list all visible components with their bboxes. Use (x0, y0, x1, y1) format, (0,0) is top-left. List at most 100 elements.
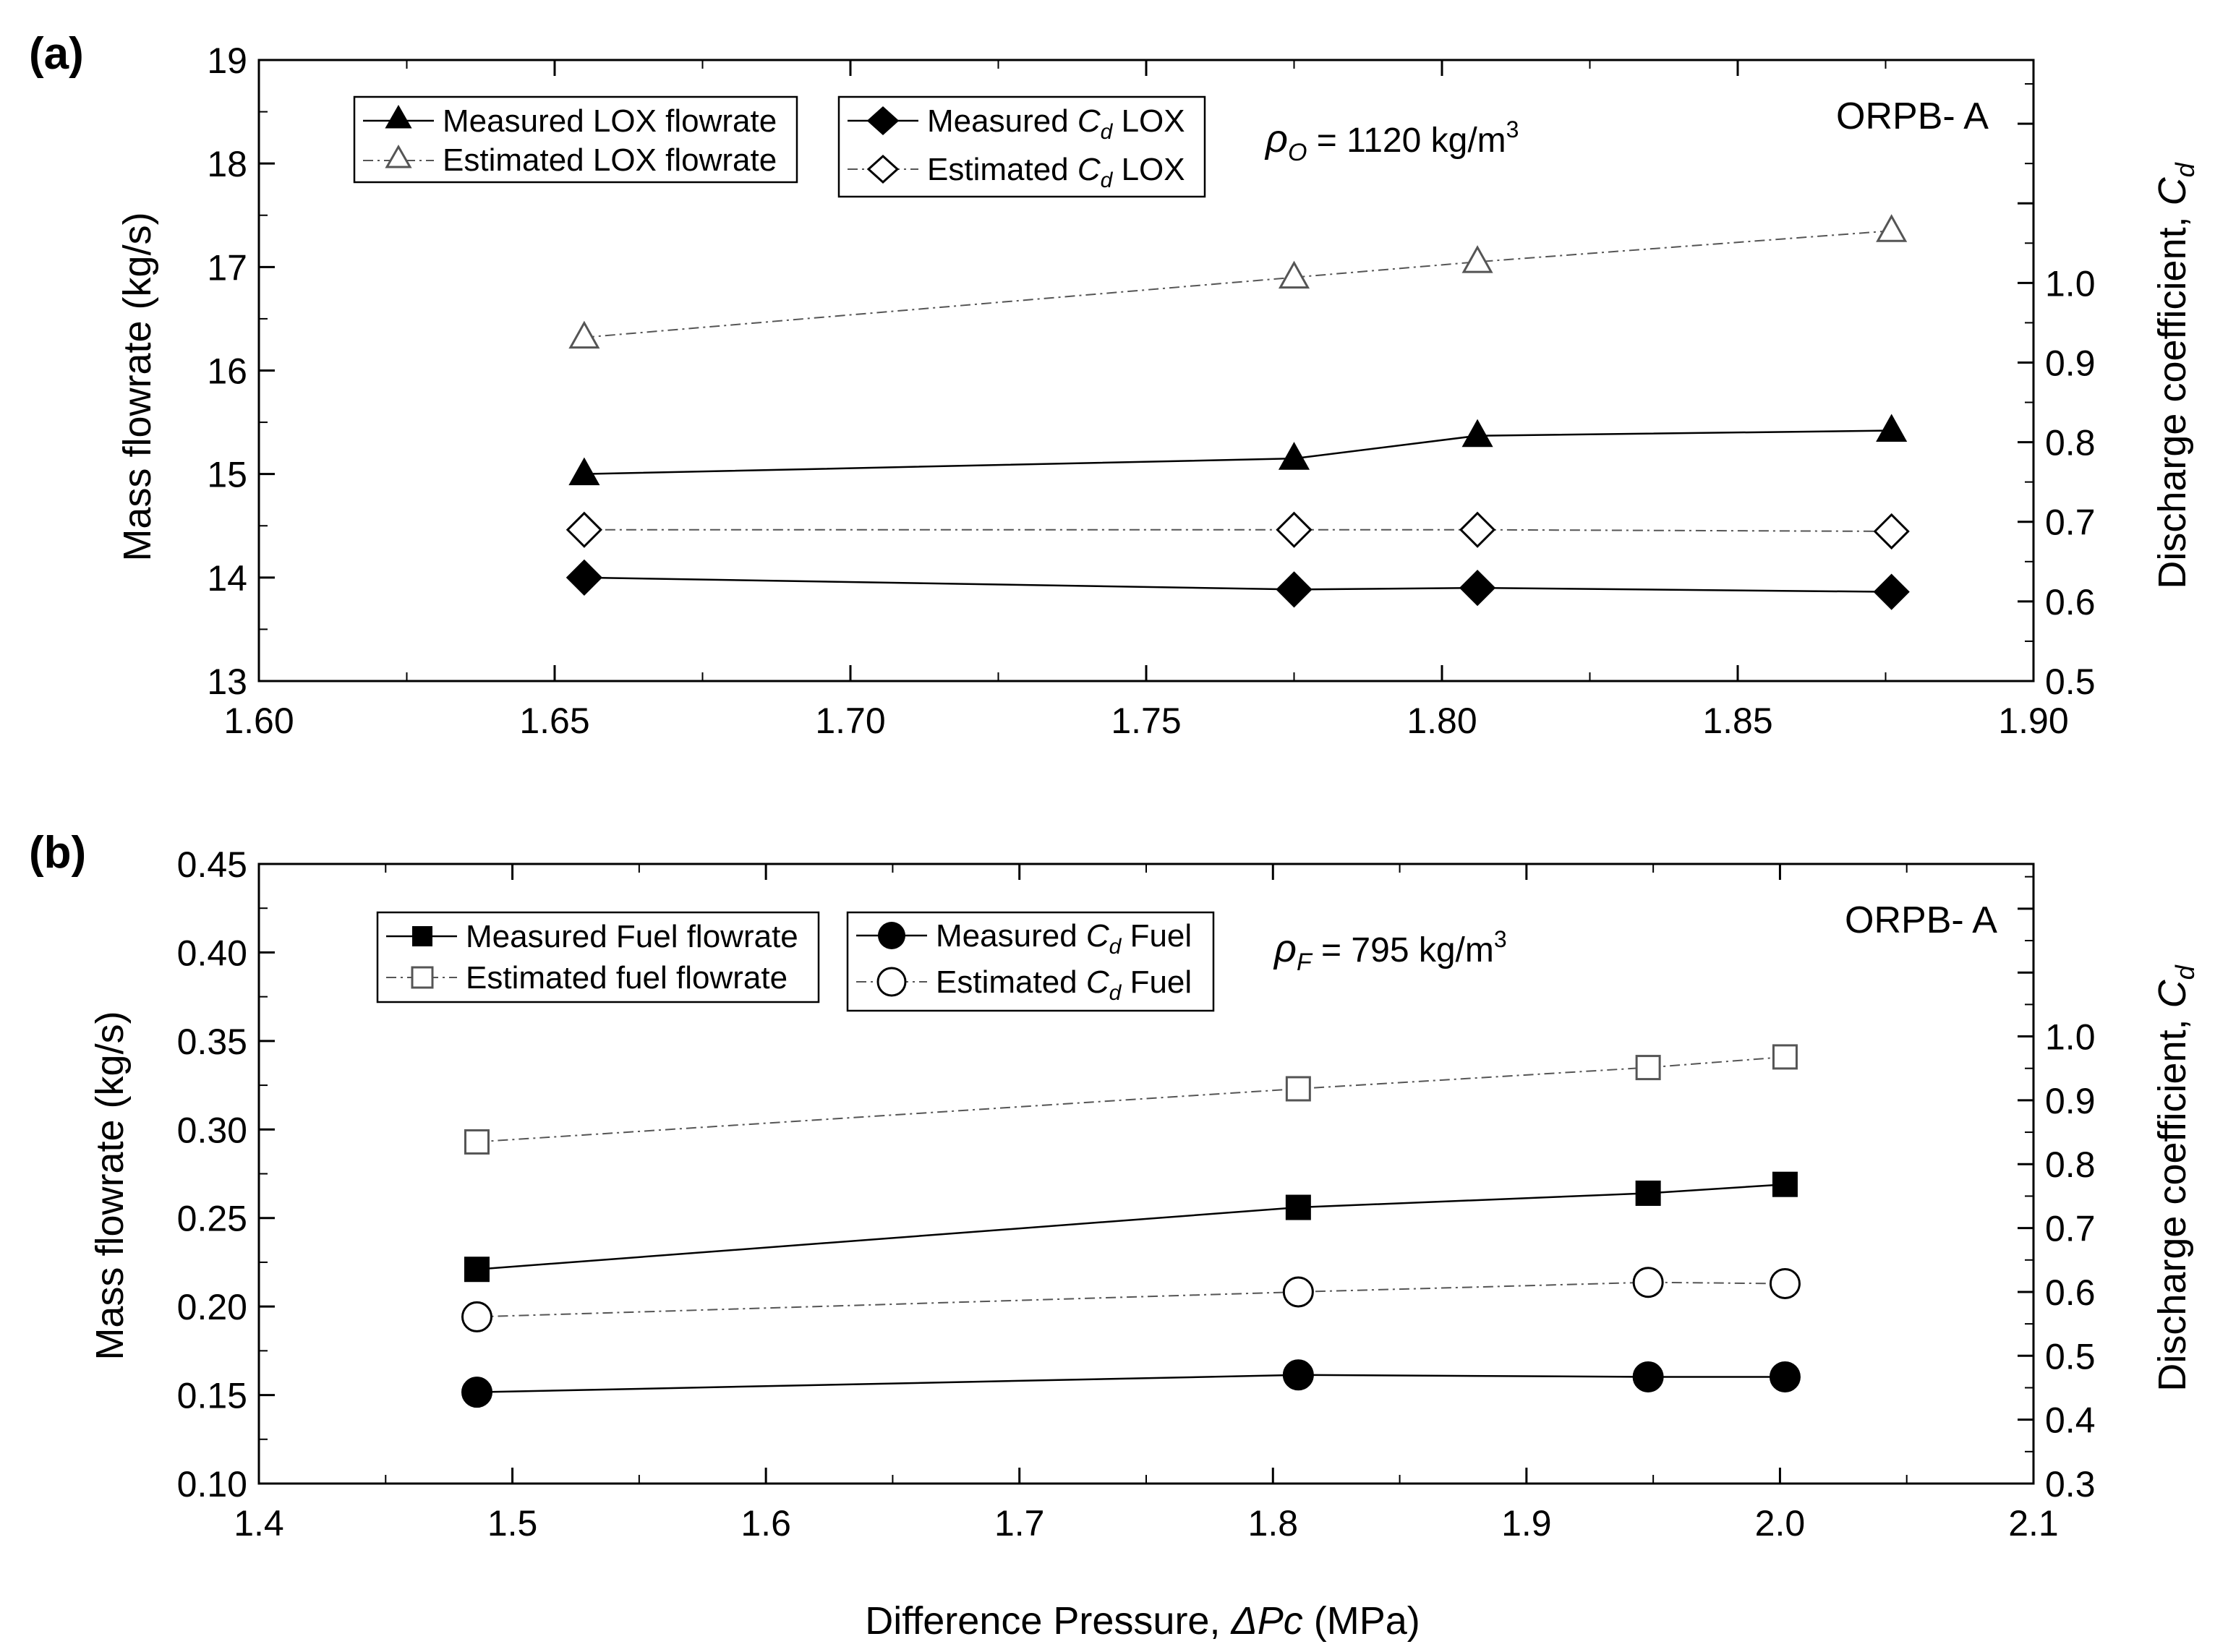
legend-marker-estimated-fuel-flowrate (411, 966, 434, 989)
y-tick-label-b: 0.25 (177, 1199, 247, 1239)
y-tick-label-a: 19 (207, 40, 247, 81)
series-line-measured-cd-fuel (477, 1374, 1785, 1393)
data-point-estimated-cd-fuel (1282, 1276, 1314, 1308)
legend-label-estimated-cd-fuel-pre: Estimated (936, 964, 1086, 1000)
data-point-estimated-lox-flowrate (1461, 245, 1493, 273)
panel-a-legend-right: Measured Cd LOX Estimated Cd LOX (837, 95, 1206, 198)
series-line-estimated-fuel-flowrate (477, 1056, 1785, 1143)
x-tick-label-a: 1.75 (1111, 701, 1181, 741)
panel-a-density: ρO = 1120 kg/m3 (1264, 116, 1519, 166)
y-tick-label-b: 0.10 (177, 1464, 247, 1505)
panel-a-density-sup: 3 (1506, 116, 1519, 142)
y-tick-label-b: 0.40 (177, 933, 247, 973)
legend-marker-measured-cd-lox (866, 106, 900, 136)
x-axis-label: Difference Pressure, ΔPc (MPa) (865, 1599, 1420, 1643)
panel-a-y2label-sub: d (2170, 162, 2200, 177)
data-point-estimated-cd-fuel (461, 1301, 492, 1332)
panel-a: (a) 1.60 1.65 1.70 1.75 1.80 1.85 1.90 13 14 15 16… (29, 29, 2200, 741)
y-tick-label-b: 0.35 (177, 1022, 247, 1062)
data-point-estimated-cd-lox (1276, 511, 1313, 548)
legend-label-measured-cd-fuel: Measured Cd Fuel (936, 918, 1192, 959)
legend-label-estimated-cd-lox: Estimated Cd LOX (927, 152, 1185, 192)
legend-marker-estimated-cd-lox (866, 154, 900, 184)
legend-label-estimated-cd-fuel-sub: d (1109, 981, 1122, 1005)
x-axis-label-post: (MPa) (1303, 1599, 1420, 1643)
x-axis-label-italic: ΔPc (1229, 1599, 1302, 1643)
data-point-measured-cd-fuel (1632, 1361, 1664, 1392)
legend-label-estimated-cd-lox-sub: d (1101, 168, 1114, 192)
legend-label-estimated-fuel-flowrate: Estimated fuel flowrate (466, 960, 788, 996)
panel-b-y2label-main: Discharge coefficient, (2151, 1008, 2194, 1391)
legend-label-estimated-cd-lox-post: LOX (1112, 152, 1185, 187)
data-point-measured-cd-lox (1459, 570, 1496, 607)
x-tick-label-a: 1.70 (815, 701, 885, 741)
legend-label-estimated-cd-fuel-italic: C (1086, 964, 1110, 1000)
x-tick-label-b: 2.1 (2008, 1503, 2059, 1544)
data-point-estimated-fuel-flowrate (1772, 1044, 1798, 1070)
y-tick-label-a: 15 (207, 455, 247, 495)
panel-b-density: ρF = 795 kg/m3 (1273, 926, 1507, 976)
data-point-estimated-fuel-flowrate (464, 1129, 490, 1155)
x-axis-label-pre: Difference Pressure, (865, 1599, 1231, 1643)
y-tick-label-b: 0.45 (177, 844, 247, 885)
y2-tick-label-a: 0.9 (2045, 343, 2096, 383)
panel-b-y2label-sub: d (2170, 964, 2200, 980)
panel-b-label: (b) (29, 828, 86, 878)
y-tick-label-a: 14 (207, 558, 247, 599)
data-point-measured-fuel-flowrate (464, 1257, 490, 1283)
x-tick-label-b: 2.0 (1755, 1503, 1806, 1544)
panel-b-annotation: ORPB- A (1845, 899, 1997, 941)
y2-tick-label-b: 0.8 (2045, 1144, 2096, 1185)
panel-a-density-subscript: O (1288, 139, 1307, 166)
data-point-measured-cd-fuel (1769, 1361, 1801, 1392)
data-point-estimated-cd-fuel (1632, 1267, 1664, 1298)
data-point-measured-cd-fuel (1282, 1359, 1314, 1391)
data-point-estimated-cd-fuel (1769, 1267, 1801, 1299)
panel-a-density-rest: = 1120 kg/m (1307, 121, 1506, 160)
legend-label-measured-cd-lox-pre: Measured (927, 103, 1077, 139)
panel-a-plot: 1.60 1.65 1.70 1.75 1.80 1.85 1.90 13 14 15 16 17 18… (207, 40, 2095, 741)
panel-a-ylabel: Mass flowrate (kg/s) (116, 212, 159, 561)
panel-a-density-symbol: ρ (1264, 117, 1288, 161)
y2-tick-label-a: 0.8 (2045, 423, 2096, 463)
y2-tick-label-a: 0.5 (2045, 662, 2096, 702)
y-tick-label-b: 0.15 (177, 1376, 247, 1416)
x-tick-label-a: 1.85 (1702, 701, 1772, 741)
x-tick-label-b: 1.7 (994, 1503, 1045, 1544)
data-point-measured-fuel-flowrate (1772, 1171, 1798, 1197)
y2-tick-label-b: 0.6 (2045, 1272, 2096, 1313)
series-line-measured-fuel-flowrate (477, 1183, 1785, 1270)
data-point-measured-cd-lox (566, 559, 603, 596)
data-point-measured-cd-fuel (461, 1377, 492, 1408)
series-line-measured-lox-flowrate (584, 429, 1892, 475)
data-point-measured-lox-flowrate (1278, 442, 1310, 470)
legend-label-measured-fuel-flowrate: Measured Fuel flowrate (466, 919, 798, 954)
data-point-estimated-lox-flowrate (568, 320, 600, 349)
panel-b-legend-right: Measured Cd Fuel Estimated Cd Fuel (846, 911, 1215, 1012)
data-point-estimated-lox-flowrate (1278, 260, 1310, 289)
data-point-measured-lox-flowrate (568, 457, 600, 486)
data-point-measured-cd-lox (1873, 573, 1910, 610)
x-tick-label-b: 1.9 (1501, 1503, 1552, 1544)
legend-marker-measured-cd-fuel (878, 922, 905, 949)
panel-a-label: (a) (29, 29, 84, 79)
data-point-measured-fuel-flowrate (1285, 1194, 1311, 1220)
legend-label-estimated-lox-flowrate: Estimated LOX flowrate (443, 142, 777, 178)
data-point-estimated-cd-lox (1873, 513, 1910, 550)
y-tick-label-a: 17 (207, 247, 247, 288)
data-point-measured-cd-lox (1276, 571, 1313, 608)
x-tick-label-b: 1.5 (487, 1503, 538, 1544)
panel-b-y2label: Discharge coefficient, Cd (2151, 964, 2200, 1391)
panel-b-density-subscript: F (1297, 949, 1313, 976)
panel-b-density-rest: = 795 kg/m (1312, 931, 1494, 970)
panel-a-y2label: Discharge coefficient, Cd (2151, 162, 2200, 589)
legend-label-measured-cd-fuel-pre: Measured (936, 918, 1086, 954)
y2-tick-label-b: 1.0 (2045, 1017, 2096, 1058)
legend-marker-estimated-lox-flowrate (385, 144, 412, 168)
panel-b-ylabel: Mass flowrate (kg/s) (88, 1011, 132, 1360)
y2-tick-label-b: 0.9 (2045, 1081, 2096, 1121)
data-point-estimated-lox-flowrate (1876, 214, 1908, 242)
y2-tick-label-b: 0.4 (2045, 1400, 2096, 1441)
legend-label-measured-cd-fuel-sub: d (1109, 935, 1122, 959)
